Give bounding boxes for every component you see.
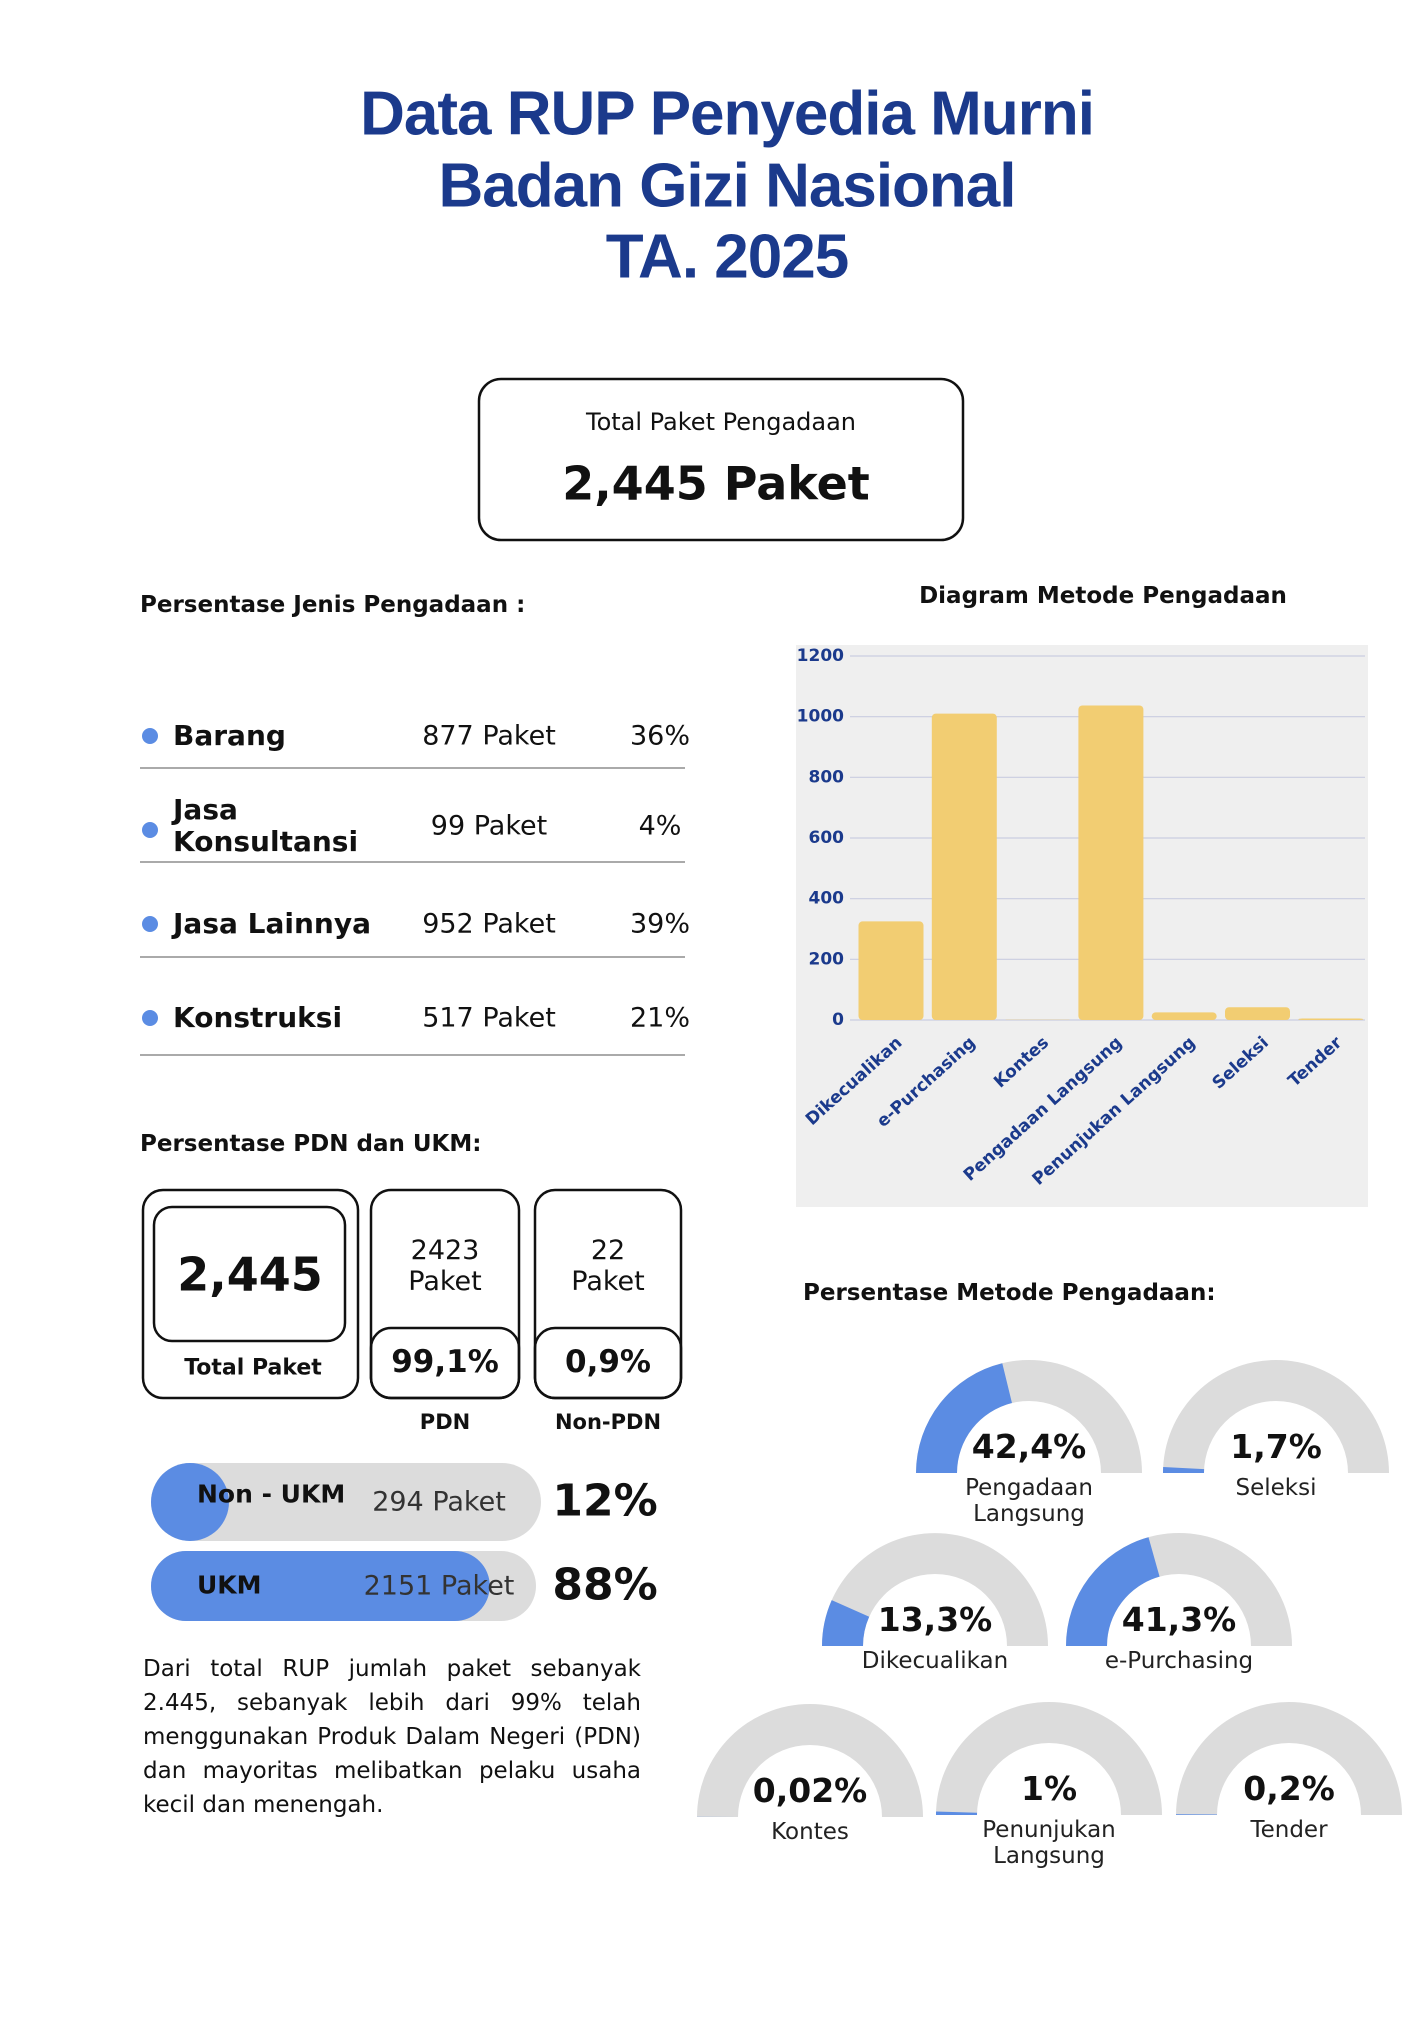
pdn-paket: 22 Paket — [571, 1234, 645, 1297]
y-tick-label: 400 — [809, 889, 845, 909]
y-tick-label: 1200 — [797, 646, 844, 666]
title-line: TA. 2025 — [605, 222, 849, 292]
jenis-name: Jasa Lainnya — [173, 906, 371, 940]
gauge-value: 0,2% — [1243, 1769, 1335, 1809]
y-tick-label: 200 — [809, 949, 845, 969]
jenis-persen: 21% — [629, 1002, 691, 1034]
gauge-label: Kontes — [771, 1819, 849, 1845]
jenis-paket: 952 Paket — [422, 908, 556, 940]
section-title: Persentase PDN dan UKM: — [140, 1130, 482, 1157]
chart-title: Diagram Metode Pengadaan — [919, 582, 1287, 609]
description: Dari total RUP jumlah paket sebanyak 2.4… — [143, 1656, 641, 1818]
gauge-label: Penunjukan Langsung — [982, 1817, 1116, 1870]
bullet — [142, 728, 158, 744]
gauge-track — [697, 1704, 923, 1817]
gauge-value: 1,7% — [1230, 1427, 1322, 1467]
bar — [1298, 1018, 1364, 1020]
ukm-persen: 88% — [552, 1559, 658, 1611]
bullet — [142, 1010, 158, 1026]
pdn-total-value: 2,445 — [177, 1247, 323, 1302]
gauge-track — [822, 1533, 1048, 1646]
gauge-value: 41,3% — [1121, 1600, 1237, 1640]
pdn-box — [141, 1188, 360, 1400]
jenis-paket: 99 Paket — [430, 810, 548, 842]
gauge-value: 0,02% — [752, 1771, 868, 1811]
gauge-label: Dikecualikan — [861, 1648, 1009, 1674]
ukm-persen: 12% — [552, 1475, 658, 1527]
jenis-paket: 517 Paket — [422, 1002, 556, 1034]
y-tick-label: 0 — [832, 1010, 844, 1030]
pdn-inner-box — [533, 1326, 683, 1400]
chart-title: Persentase Metode Pengadaan: — [803, 1279, 1216, 1306]
total-value: 2,445 Paket — [562, 456, 870, 511]
jenis-persen: 39% — [629, 908, 691, 940]
jenis-name: Barang — [173, 718, 286, 752]
jenis-name: Jasa Konsultansi — [173, 792, 359, 858]
ukm-track — [151, 1463, 541, 1541]
gauge-fill — [822, 1600, 870, 1646]
gauge-fill — [1066, 1537, 1160, 1646]
pdn-persen: 99,1% — [391, 1344, 499, 1381]
y-tick-label: 1000 — [797, 707, 844, 727]
bar — [931, 713, 997, 1020]
gauge-fill — [1163, 1466, 1205, 1473]
gauge-track — [1163, 1360, 1389, 1473]
ukm-paket: 294 Paket — [372, 1486, 506, 1518]
bullet — [142, 916, 158, 932]
title-line: Badan Gizi Nasional — [438, 151, 1016, 221]
title-line: Data RUP Penyedia Murni — [360, 79, 1095, 149]
jenis-name: Konstruksi — [173, 1000, 343, 1034]
ukm-bar — [151, 1551, 490, 1621]
bullet — [142, 822, 158, 838]
pdn-inner-box — [152, 1205, 347, 1343]
pdn-label: Non-PDN — [554, 1409, 662, 1434]
pdn-label: PDN — [419, 1409, 471, 1434]
gauge-fill — [936, 1811, 978, 1815]
bar — [1151, 1012, 1217, 1020]
y-tick-label: 800 — [809, 767, 845, 787]
y-tick-label: 600 — [809, 828, 845, 848]
gauge-label: Pengadaan Langsung — [965, 1475, 1093, 1528]
gauge-label: e-Purchasing — [1104, 1648, 1254, 1674]
jenis-persen: 36% — [629, 720, 691, 752]
pdn-paket: 2423 Paket — [408, 1234, 482, 1297]
ukm-name: UKM — [197, 1570, 262, 1600]
pdn-total-label: Total Paket — [184, 1355, 322, 1381]
pdn-persen: 0,9% — [565, 1344, 651, 1381]
pdn-inner-box — [369, 1326, 521, 1400]
jenis-paket: 877 Paket — [422, 720, 556, 752]
gauge-fill — [1176, 1814, 1218, 1815]
gauge-label: Seleksi — [1235, 1475, 1317, 1501]
total-label: Total Paket Pengadaan — [585, 408, 857, 437]
ukm-paket: 2151 Paket — [363, 1570, 515, 1602]
jenis-persen: 4% — [638, 810, 682, 842]
ukm-bar — [151, 1463, 229, 1541]
bar — [858, 921, 924, 1020]
bar — [1225, 1007, 1290, 1020]
gauge-value: 13,3% — [877, 1600, 993, 1640]
section-title: Persentase Jenis Pengadaan : — [140, 591, 526, 618]
gauge-value: 42,4% — [971, 1427, 1087, 1467]
gauge-label: Tender — [1250, 1817, 1328, 1843]
gauge-track — [1176, 1702, 1402, 1815]
gauge-track — [936, 1702, 1162, 1815]
ukm-name: Non - UKM — [197, 1479, 346, 1509]
gauge-fill — [916, 1363, 1012, 1473]
total-box — [477, 377, 965, 542]
gauge-value: 1% — [1020, 1769, 1078, 1809]
bar — [1078, 705, 1144, 1020]
